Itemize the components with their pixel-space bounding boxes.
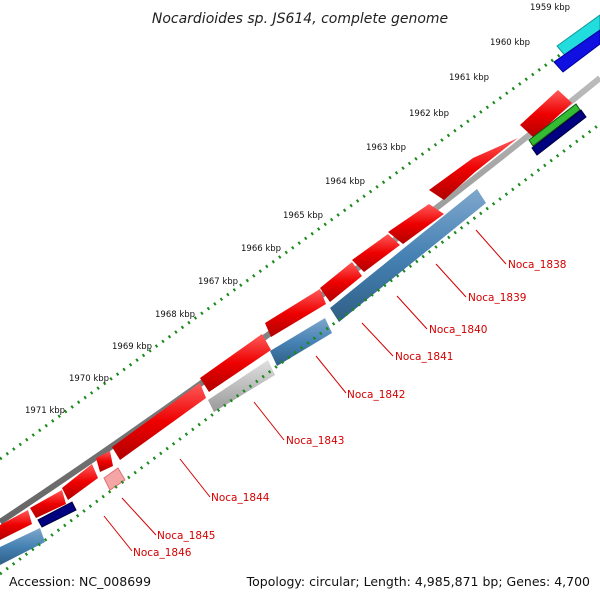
leader-line — [396, 295, 428, 330]
label-leaders — [103, 229, 507, 552]
leader-line — [103, 515, 133, 552]
leader-line — [361, 322, 394, 357]
leader-line — [475, 229, 507, 265]
gene-label: Noca_1838 — [508, 259, 566, 271]
leader-line — [179, 458, 211, 498]
gene-label: Noca_1846 — [133, 547, 192, 559]
leader-line — [435, 263, 467, 298]
feature-pink — [103, 467, 126, 491]
leader-line — [315, 355, 347, 394]
cds-arrow — [352, 234, 400, 272]
feature-track-blue — [553, 29, 600, 73]
gene-label: Noca_1844 — [211, 492, 270, 504]
tick-label: 1966 kbp — [241, 244, 281, 254]
gene-label: Noca_1843 — [286, 435, 344, 447]
tick-label: 1962 kbp — [409, 109, 449, 119]
gene-label: Noca_1839 — [468, 292, 526, 304]
tick-label: 1970 kbp — [69, 374, 109, 384]
tick-label: 1967 kbp — [198, 277, 238, 287]
scale-tick-labels: 1959 kbp 1960 kbp 1961 kbp 1962 kbp 1963… — [25, 3, 570, 416]
scale-ring — [0, 24, 600, 461]
cds-arrow — [388, 204, 444, 244]
cds-arrow — [265, 289, 326, 337]
cds-arrow — [0, 510, 32, 540]
cds-arrow — [62, 464, 98, 500]
gene-label: Noca_1845 — [157, 530, 215, 542]
gene-label: Noca_1840 — [429, 324, 487, 336]
leader-line — [121, 497, 157, 536]
gene-labels: Noca_1838 Noca_1839 Noca_1840 Noca_1841 … — [133, 259, 566, 559]
cds-arrow — [330, 189, 486, 322]
cds-arrow — [30, 490, 66, 518]
cds-arrow — [0, 528, 45, 565]
cds-arrow — [112, 383, 206, 460]
cds-arrow — [320, 262, 362, 302]
cds-arrow — [429, 138, 518, 200]
cds-arrow — [520, 90, 572, 138]
genome-summary-text: Topology: circular; Length: 4,985,871 bp… — [246, 574, 590, 589]
tick-label: 1968 kbp — [155, 310, 195, 320]
cds-arrow — [270, 318, 332, 366]
feature-track-cyan — [556, 14, 600, 59]
accession-text: Accession: NC_008699 — [9, 574, 152, 589]
cds-arrow — [200, 334, 271, 392]
tick-label: 1969 kbp — [112, 342, 152, 352]
tick-label: 1965 kbp — [283, 211, 323, 221]
gene-label: Noca_1842 — [347, 389, 405, 401]
feature-grey — [208, 360, 275, 412]
leader-line — [253, 401, 285, 441]
feature-navy — [531, 109, 587, 156]
cds-arrow — [96, 451, 113, 472]
tick-label: 1959 kbp — [530, 3, 570, 13]
tick-label: 1960 kbp — [490, 38, 530, 48]
feature-navy — [37, 501, 77, 528]
feature-green — [528, 103, 581, 147]
map-title: Nocardioides sp. JS614, complete genome — [152, 11, 448, 27]
tick-label: 1961 kbp — [449, 73, 489, 83]
reverse-cds-track — [0, 189, 486, 565]
tick-label: 1963 kbp — [366, 143, 406, 153]
tick-label: 1964 kbp — [325, 177, 365, 187]
gene-label: Noca_1841 — [395, 351, 453, 363]
forward-cds-track — [0, 90, 572, 540]
tick-label: 1971 kbp — [25, 406, 65, 416]
inner-scale-ring — [0, 122, 600, 576]
